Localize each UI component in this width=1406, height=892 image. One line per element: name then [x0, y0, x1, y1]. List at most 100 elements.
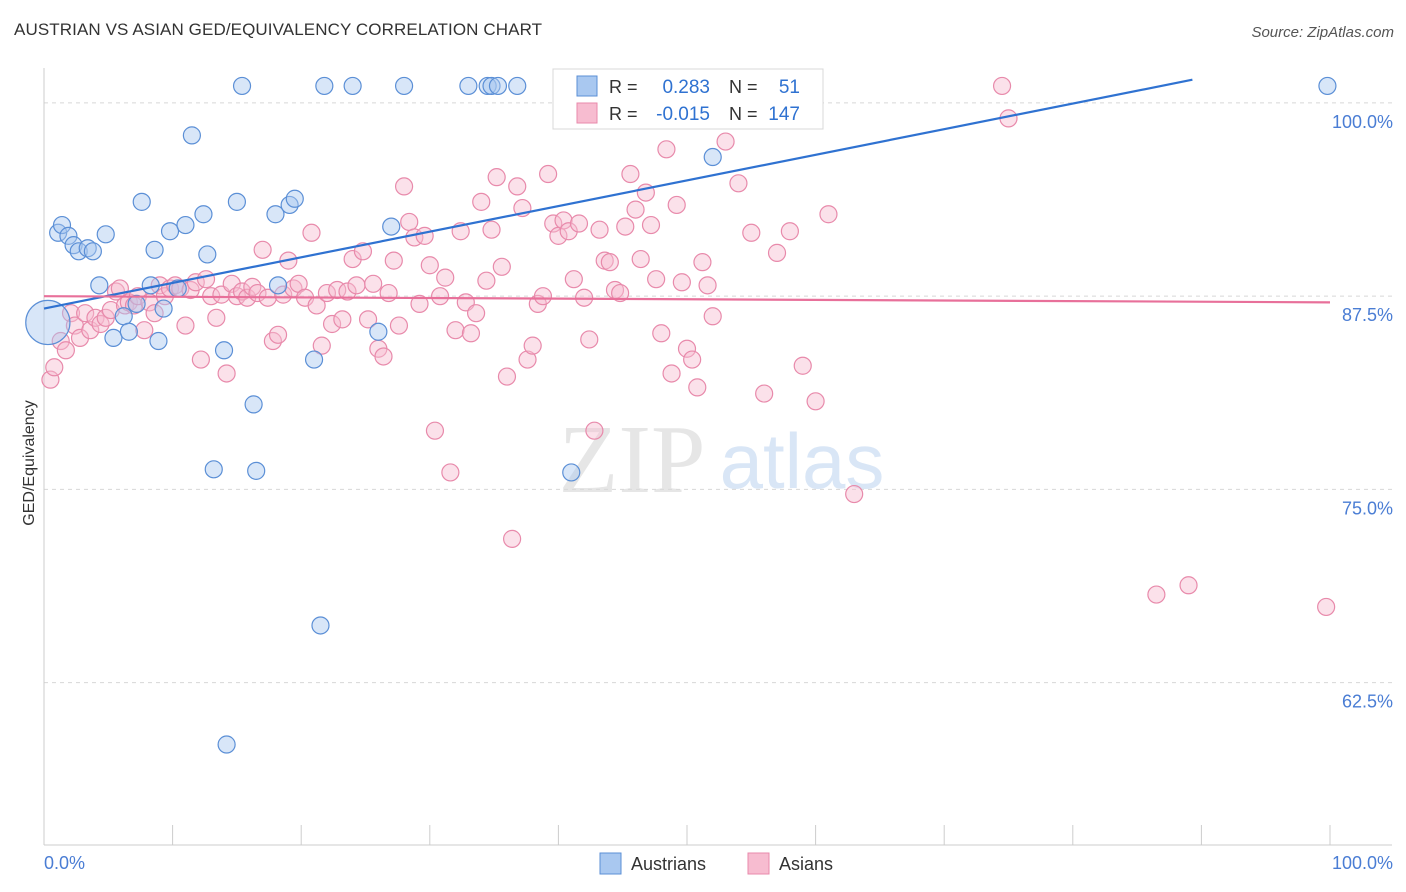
asians-point-63: [364, 274, 383, 293]
asians-point-51: [302, 223, 321, 242]
y-tick-label-3: 100.0%: [1332, 112, 1393, 132]
asians-point-130: [716, 132, 735, 151]
austrians-point-49: [703, 147, 722, 167]
austrians-point-40: [369, 322, 388, 341]
austrians-point-43: [459, 76, 478, 96]
legend-r-label-asians: R =: [609, 104, 638, 124]
y-tick-label-0: 62.5%: [1342, 692, 1393, 712]
austrians-point-48: [562, 463, 581, 482]
austrians-point-9: [96, 225, 115, 244]
asians-point-134: [767, 243, 787, 262]
legend-r-value-asians: -0.015: [656, 104, 710, 125]
asians-point-88: [492, 257, 511, 276]
asians-point-83: [466, 304, 486, 323]
asians-point-96: [533, 287, 553, 306]
asians-point-120: [657, 140, 676, 159]
austrians-trend-line: [43, 78, 1193, 310]
austrians-point-6: [78, 239, 97, 258]
austrians-point-45: [482, 76, 501, 96]
austrians-point-30: [244, 395, 263, 414]
asians-point-31: [196, 270, 216, 289]
austrians-point-17: [149, 331, 168, 351]
asians-point-113: [621, 164, 640, 184]
asians-point-105: [580, 330, 599, 349]
asians-point-1: [45, 358, 64, 377]
austrians-point-47: [508, 76, 527, 96]
asians-point-114: [626, 200, 645, 219]
asians-point-121: [662, 364, 681, 383]
austrians-point-46: [488, 76, 508, 96]
asians-point-103: [569, 214, 589, 233]
austrians-point-31: [247, 461, 266, 480]
asians-point-68: [389, 316, 409, 335]
watermark-zip: ZIP: [559, 406, 706, 514]
asians-point-73: [415, 226, 434, 245]
austrians-point-27: [214, 341, 234, 360]
austrians-point-3: [59, 226, 78, 245]
legend-r-label-austrians: R =: [609, 77, 638, 97]
austrians-point-12: [119, 322, 138, 341]
asians-point-62: [358, 310, 378, 329]
austrians-point-16: [145, 240, 164, 259]
asians-point-69: [394, 177, 414, 196]
asians-point-129: [703, 307, 722, 326]
asians-point-70: [400, 212, 419, 232]
austrians-point-8: [90, 276, 109, 295]
asians-point-46: [274, 285, 293, 304]
legend-r-value-austrians: 0.283: [662, 77, 710, 98]
trend-lines: [43, 78, 1331, 310]
asians-point-66: [379, 283, 398, 303]
asians-point-143: [1179, 576, 1198, 595]
austrians-point-28: [227, 192, 246, 211]
austrians-point-50: [1318, 76, 1337, 96]
asians-point-78: [441, 463, 460, 482]
asians-point-72: [410, 294, 429, 313]
watermark-atlas: atlas: [720, 417, 885, 505]
asians-point-142: [1147, 585, 1166, 604]
asians-point-112: [616, 217, 635, 236]
asians-point-119: [652, 324, 671, 343]
asians-point-118: [647, 270, 666, 289]
legend-swatch-asians: [576, 102, 598, 124]
bottom-legend-label-asians: Asians: [779, 854, 833, 874]
asians-point-102: [564, 270, 583, 289]
asians-point-87: [487, 168, 506, 187]
asians-point-117: [641, 215, 661, 235]
austrians-point-23: [194, 205, 213, 224]
asians-point-90: [503, 529, 522, 548]
asians-point-3: [56, 341, 75, 360]
austrians-point-38: [315, 76, 334, 96]
asians-point-7: [76, 304, 95, 323]
asians-point-126: [688, 378, 707, 397]
austrians-points: [25, 76, 1337, 754]
bottom-legend-label-austrians: Austrians: [631, 854, 706, 874]
asians-point-85: [477, 271, 496, 290]
y-axis-label: GED/Equivalency: [21, 400, 38, 525]
y-tick-label-2: 87.5%: [1342, 305, 1393, 325]
austrians-point-26: [217, 735, 236, 754]
asians-point-82: [461, 324, 481, 343]
asians-point-75: [425, 421, 445, 440]
asians-point-133: [755, 384, 774, 403]
asians-point-45: [268, 325, 288, 344]
asians-point-132: [742, 223, 761, 242]
asians-point-61: [353, 242, 373, 261]
asians-point-122: [667, 195, 686, 215]
austrians-point-44: [478, 76, 497, 96]
austrians-point-10: [104, 328, 123, 348]
austrians-point-29: [232, 76, 252, 96]
asians-point-107: [590, 220, 609, 239]
austrians-point-41: [382, 217, 401, 236]
asians-point-139: [845, 484, 864, 504]
series-legend: Austrians Asians: [599, 852, 833, 875]
austrians-point-11: [114, 307, 133, 326]
asians-point-91: [508, 177, 527, 196]
austrians-point-33: [268, 276, 288, 295]
austrians-point-18: [154, 299, 173, 318]
asians-point-27: [176, 316, 195, 335]
asians-point-30: [191, 350, 210, 369]
asians-point-16: [119, 293, 138, 312]
asians-point-60: [347, 276, 366, 295]
legend-n-value-austrians: 51: [779, 77, 800, 98]
asians-point-125: [683, 350, 702, 369]
